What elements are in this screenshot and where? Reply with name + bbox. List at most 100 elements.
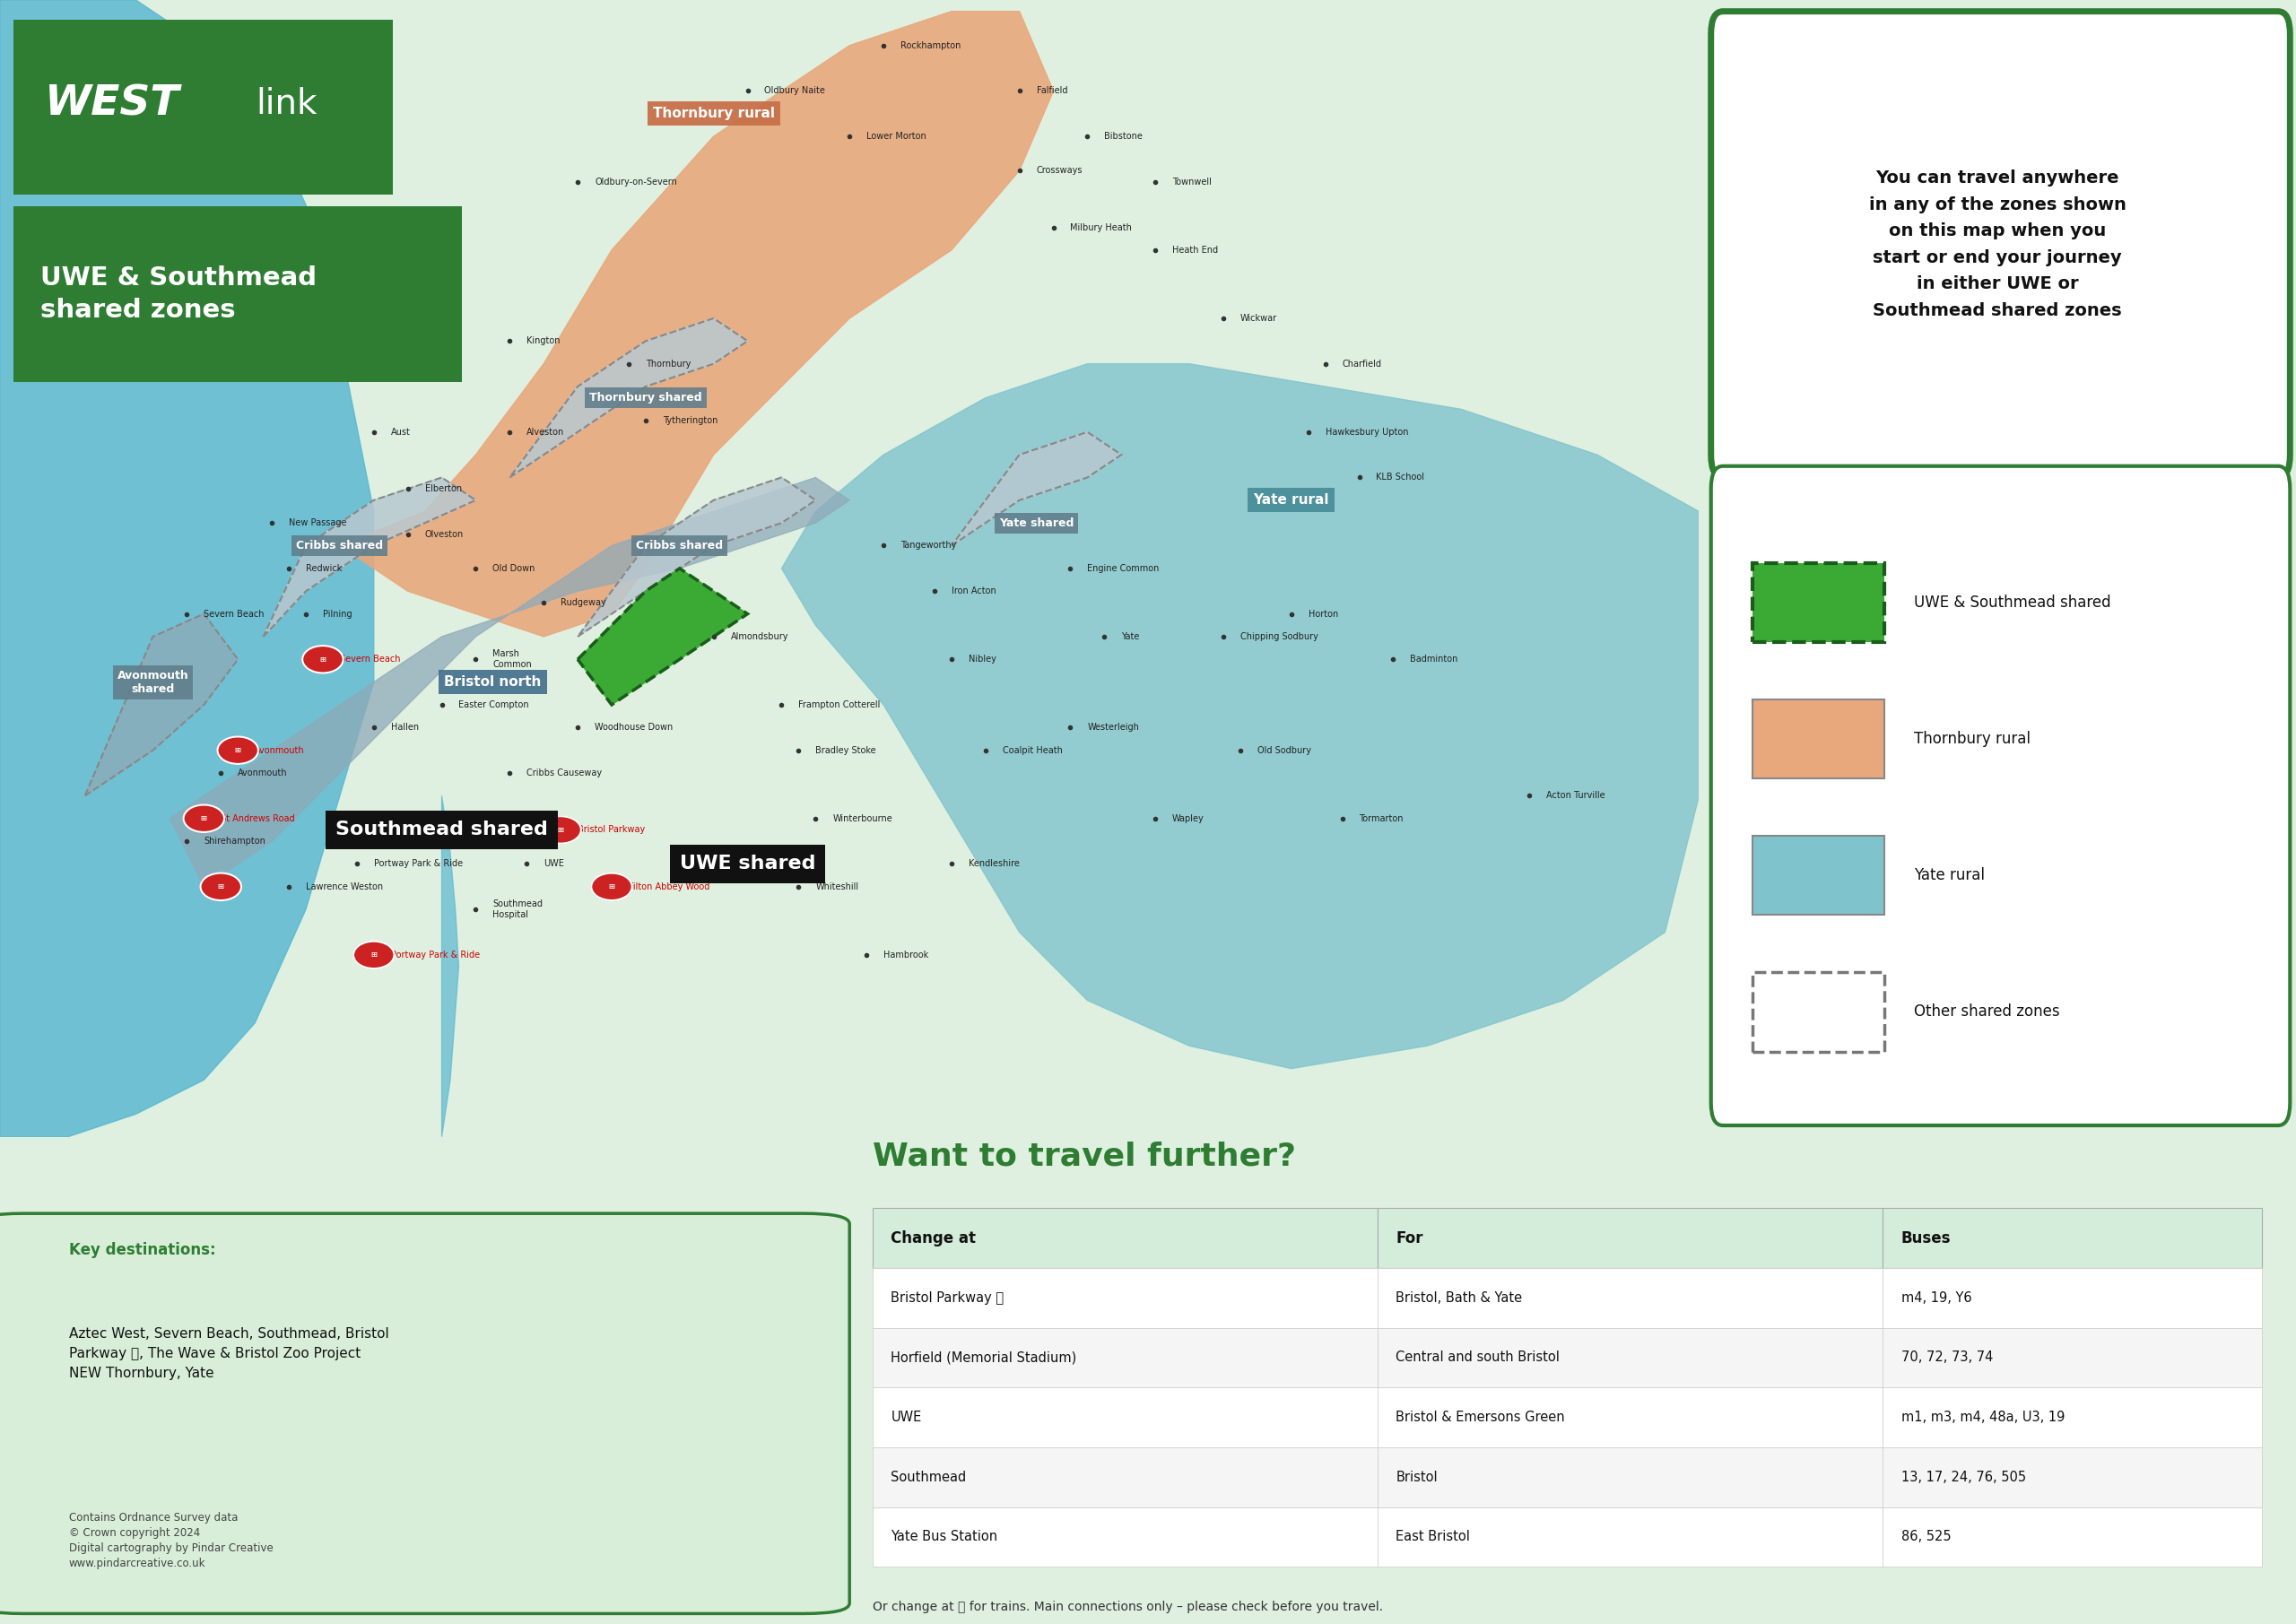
Circle shape	[540, 817, 581, 843]
Text: Buses: Buses	[1901, 1229, 1952, 1246]
Text: Wickwar: Wickwar	[1240, 313, 1277, 323]
Text: Other shared zones: Other shared zones	[1915, 1004, 2060, 1020]
Text: link: link	[255, 86, 317, 120]
Bar	[1378, 1268, 1883, 1328]
Text: 70, 72, 73, 74: 70, 72, 73, 74	[1901, 1351, 1993, 1364]
Text: You can travel anywhere
in any of the zones shown
on this map when you
start or : You can travel anywhere in any of the zo…	[1869, 171, 2126, 318]
Text: Change at: Change at	[891, 1229, 976, 1246]
Text: Alveston: Alveston	[526, 427, 565, 437]
Text: UWE: UWE	[891, 1411, 921, 1424]
Text: ⊞: ⊞	[558, 827, 565, 833]
FancyBboxPatch shape	[0, 1213, 850, 1614]
Text: Southmead: Southmead	[891, 1470, 967, 1484]
Text: Tytherington: Tytherington	[664, 416, 719, 425]
Text: Or change at Ⓡ for trains. Main connections only – please check before you trave: Or change at Ⓡ for trains. Main connecti…	[872, 1601, 1382, 1614]
Text: UWE shared: UWE shared	[680, 854, 815, 874]
Text: UWE & Southmead
shared zones: UWE & Southmead shared zones	[41, 265, 317, 323]
Text: Bibstone: Bibstone	[1104, 132, 1143, 141]
FancyBboxPatch shape	[1711, 466, 2289, 1125]
Text: Bristol north: Bristol north	[443, 676, 542, 689]
Text: Westerleigh: Westerleigh	[1088, 723, 1139, 732]
Text: Redwick: Redwick	[305, 564, 342, 573]
Text: Tormarton: Tormarton	[1359, 814, 1403, 823]
Text: Yate rural: Yate rural	[1254, 494, 1329, 507]
Text: Avonmouth: Avonmouth	[255, 745, 305, 755]
Polygon shape	[340, 11, 1054, 637]
Text: Townwell: Townwell	[1173, 177, 1212, 187]
Polygon shape	[510, 318, 748, 477]
Text: Bradley Stoke: Bradley Stoke	[815, 745, 877, 755]
Text: Yate: Yate	[1120, 632, 1139, 641]
Polygon shape	[170, 477, 850, 887]
Text: Coalpit Heath: Coalpit Heath	[1003, 745, 1063, 755]
Bar	[1378, 1328, 1883, 1387]
Polygon shape	[441, 796, 459, 1137]
Text: WEST: WEST	[44, 83, 179, 123]
Text: Cribbs shared: Cribbs shared	[636, 539, 723, 552]
Text: Winterbourne: Winterbourne	[833, 814, 893, 823]
Circle shape	[184, 806, 225, 831]
Bar	[1883, 1387, 2262, 1447]
Text: Rudgeway: Rudgeway	[560, 598, 606, 607]
Text: Filton Abbey Wood: Filton Abbey Wood	[629, 882, 709, 892]
Text: For: For	[1396, 1229, 1424, 1246]
Text: Olveston: Olveston	[425, 529, 464, 539]
Text: UWE: UWE	[544, 859, 565, 869]
Text: ⊞: ⊞	[234, 747, 241, 754]
Text: Engine Common: Engine Common	[1088, 564, 1159, 573]
Text: Falfield: Falfield	[1035, 86, 1068, 96]
Text: Thornbury: Thornbury	[645, 359, 691, 369]
Circle shape	[303, 646, 342, 672]
Text: Filton: Filton	[475, 836, 501, 846]
Text: ⊞: ⊞	[218, 883, 225, 890]
Text: Yate Bus Station: Yate Bus Station	[891, 1530, 999, 1544]
Text: St Andrews Road: St Andrews Road	[220, 814, 294, 823]
Polygon shape	[579, 477, 815, 637]
Text: Bristol, Bath & Yate: Bristol, Bath & Yate	[1396, 1291, 1522, 1304]
Text: m1, m3, m4, 48a, U3, 19: m1, m3, m4, 48a, U3, 19	[1901, 1411, 2064, 1424]
Bar	[1883, 1268, 2262, 1328]
Polygon shape	[951, 432, 1120, 546]
Text: Aust: Aust	[390, 427, 411, 437]
Text: Kington: Kington	[526, 336, 560, 346]
Bar	[872, 1328, 1378, 1387]
Polygon shape	[264, 477, 475, 637]
Text: Portway Park & Ride: Portway Park & Ride	[374, 859, 464, 869]
Text: Southmead
Hospital: Southmead Hospital	[494, 900, 542, 919]
Text: Severn Beach: Severn Beach	[204, 609, 264, 619]
Text: KLB School: KLB School	[1375, 473, 1424, 482]
Circle shape	[354, 942, 395, 968]
Bar	[872, 1387, 1378, 1447]
Text: Marsh
Common: Marsh Common	[494, 650, 533, 669]
Polygon shape	[0, 0, 374, 1137]
Text: Want to travel further?: Want to travel further?	[872, 1142, 1295, 1171]
FancyBboxPatch shape	[1752, 971, 1885, 1052]
Text: Shirehampton: Shirehampton	[204, 836, 266, 846]
Text: Kendleshire: Kendleshire	[969, 859, 1019, 869]
Text: Whiteshill: Whiteshill	[815, 882, 859, 892]
Text: 13, 17, 24, 76, 505: 13, 17, 24, 76, 505	[1901, 1470, 2025, 1484]
Text: Aztec West, Severn Beach, Southmead, Bristol
Parkway Ⓡ, The Wave & Bristol Zoo P: Aztec West, Severn Beach, Southmead, Bri…	[69, 1327, 388, 1380]
Bar	[872, 1208, 1378, 1268]
FancyBboxPatch shape	[1752, 835, 1885, 916]
Text: Thornbury rural: Thornbury rural	[652, 107, 774, 120]
Bar	[1378, 1447, 1883, 1507]
FancyBboxPatch shape	[1711, 11, 2289, 477]
Bar	[872, 1447, 1378, 1507]
Text: Woodhouse Down: Woodhouse Down	[595, 723, 673, 732]
Text: Bristol & Emersons Green: Bristol & Emersons Green	[1396, 1411, 1566, 1424]
Text: Frampton Cotterell: Frampton Cotterell	[799, 700, 879, 710]
Text: New Passage: New Passage	[289, 518, 347, 528]
Text: Nibley: Nibley	[969, 654, 996, 664]
Polygon shape	[781, 364, 1699, 1069]
Text: Yate rural: Yate rural	[1915, 867, 1984, 883]
Text: Cribbs shared: Cribbs shared	[296, 539, 383, 552]
Text: ⊞: ⊞	[200, 815, 207, 822]
Text: Bristol: Bristol	[1396, 1470, 1437, 1484]
Text: Horton: Horton	[1309, 609, 1339, 619]
Text: Contains Ordnance Survey data
© Crown copyright 2024
Digital cartography by Pind: Contains Ordnance Survey data © Crown co…	[69, 1512, 273, 1569]
Bar	[1378, 1387, 1883, 1447]
Text: Cribbs Causeway: Cribbs Causeway	[526, 768, 602, 778]
Text: Badminton: Badminton	[1410, 654, 1458, 664]
Text: Bristol Parkway Ⓡ: Bristol Parkway Ⓡ	[891, 1291, 1003, 1304]
